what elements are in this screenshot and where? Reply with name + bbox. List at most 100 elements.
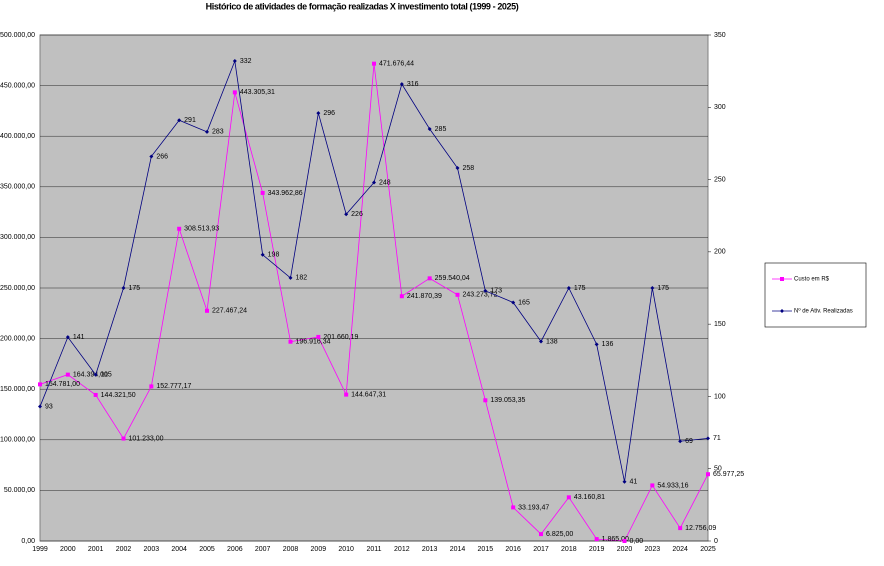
y2-tick-label: 150: [714, 321, 726, 328]
data-label: 173: [490, 288, 502, 295]
marker: [344, 392, 349, 397]
y-tick-label: 500.000,00: [0, 32, 35, 39]
marker: [232, 90, 237, 95]
x-tick-label: 2011: [366, 546, 381, 553]
data-label: 144.647,31: [351, 391, 386, 398]
marker: [427, 276, 432, 281]
marker: [260, 252, 265, 257]
marker: [511, 300, 516, 305]
marker: [316, 334, 321, 339]
y-tick-label: 250.000,00: [0, 285, 35, 292]
y2-tick-label: 250: [714, 176, 726, 183]
y-tick-label: 50.000,00: [4, 487, 35, 494]
x-tick-label: 2009: [311, 546, 327, 553]
data-label: 227.467,24: [212, 308, 247, 315]
marker: [483, 398, 488, 403]
y2-tick-label: 0: [714, 538, 718, 545]
y-tick-label: 150.000,00: [0, 386, 35, 393]
data-label: 41: [630, 479, 638, 486]
data-label: 141: [73, 334, 85, 341]
marker: [38, 404, 42, 409]
marker: [399, 82, 404, 87]
x-tick-label: 2005: [199, 546, 215, 553]
marker: [288, 275, 293, 280]
chart-title: Histórico de atividades de formação real…: [206, 1, 519, 11]
data-label: 296: [323, 110, 335, 117]
y2-tick-label: 100: [714, 393, 726, 400]
marker: [678, 526, 683, 531]
data-label: 308.513,93: [184, 226, 219, 233]
y2-tick-label: 300: [714, 104, 726, 111]
x-tick-label: 2017: [533, 546, 549, 553]
x-tick-label: 2016: [505, 546, 521, 553]
data-label: 165: [518, 299, 530, 306]
data-label: 332: [240, 58, 252, 65]
x-tick-label: 2024: [672, 546, 688, 553]
x-tick-label: 2025: [700, 546, 716, 553]
x-tick-label: 2000: [60, 546, 76, 553]
x-tick-label: 2014: [450, 546, 466, 553]
marker: [455, 292, 460, 297]
data-label: 1.865,00: [602, 536, 629, 543]
y-tick-label: 200.000,00: [0, 335, 35, 342]
data-label: 201.660,19: [323, 334, 358, 341]
marker: [38, 382, 42, 387]
marker: [594, 342, 599, 347]
data-label: 316: [407, 81, 419, 88]
x-tick-label: 2013: [422, 546, 438, 553]
data-label: 241.870,39: [407, 293, 442, 300]
data-label: 138: [546, 338, 558, 345]
marker: [177, 118, 182, 123]
marker: [427, 126, 432, 131]
data-label: 443.305,31: [240, 89, 275, 96]
marker: [650, 483, 655, 488]
x-tick-label: 2023: [645, 546, 661, 553]
legend-label: Custo em R$: [794, 277, 830, 283]
marker: [539, 532, 543, 537]
data-label: 65.977,25: [713, 471, 744, 478]
marker: [594, 537, 599, 542]
y2-tick-label: 50: [714, 466, 722, 473]
marker: [372, 180, 376, 185]
marker: [121, 436, 126, 441]
data-label: 471.676,44: [379, 61, 414, 68]
data-label: 33.193,47: [518, 504, 549, 511]
data-label: 283: [212, 129, 224, 136]
data-label: 152.777,17: [156, 383, 191, 390]
x-tick-label: 1999: [32, 546, 48, 553]
marker: [678, 439, 683, 444]
marker: [288, 339, 293, 344]
y-tick-label: 400.000,00: [0, 133, 35, 140]
marker: [149, 154, 154, 159]
data-label: 175: [657, 285, 669, 292]
data-label: 69: [685, 438, 693, 445]
y-tick-label: 300.000,00: [0, 234, 35, 241]
data-label: 144.321,50: [101, 392, 136, 399]
data-label: 71: [713, 435, 721, 442]
y-tick-label: 450.000,00: [0, 82, 35, 89]
marker: [232, 59, 237, 64]
data-label: 226: [351, 211, 363, 218]
data-label: 154.781,00: [45, 381, 80, 388]
x-tick-label: 2020: [617, 546, 633, 553]
marker: [455, 166, 460, 171]
data-label: 258: [463, 165, 475, 172]
marker: [511, 505, 516, 510]
x-tick-label: 2001: [88, 546, 104, 553]
data-label: 175: [129, 285, 141, 292]
marker: [622, 479, 627, 484]
x-tick-label: 2004: [171, 546, 187, 553]
x-tick-label: 2015: [478, 546, 494, 553]
marker: [650, 286, 655, 290]
y-tick-label: 0,00: [21, 538, 35, 545]
marker: [93, 392, 98, 397]
marker: [344, 212, 349, 217]
marker: [65, 335, 70, 340]
data-label: 248: [379, 179, 391, 186]
legend: [764, 262, 867, 328]
data-label: 6.825,00: [546, 531, 573, 538]
x-tick-label: 2012: [394, 546, 410, 553]
marker: [149, 384, 154, 389]
data-label: 43.160,81: [574, 494, 605, 501]
x-tick-label: 2008: [283, 546, 299, 553]
